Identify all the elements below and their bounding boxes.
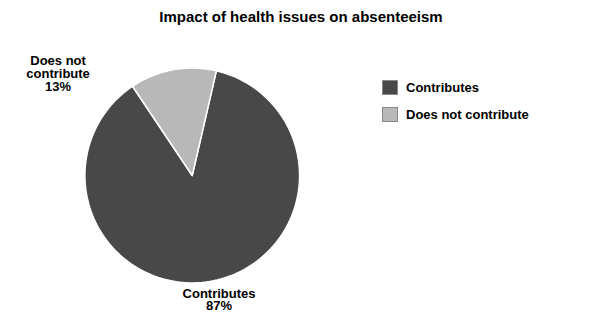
html-text:Contributes: Contributes [406, 80, 479, 95]
svg-text:Contributes87%: Contributes87% [183, 286, 256, 314]
svg-text:Does notcontribute13%: Does notcontribute13% [26, 53, 90, 94]
html-text:Does not contribute: Does not contribute [406, 107, 529, 122]
html-text:Impact of health issues on abs: Impact of health issues on absenteeism [159, 8, 443, 25]
